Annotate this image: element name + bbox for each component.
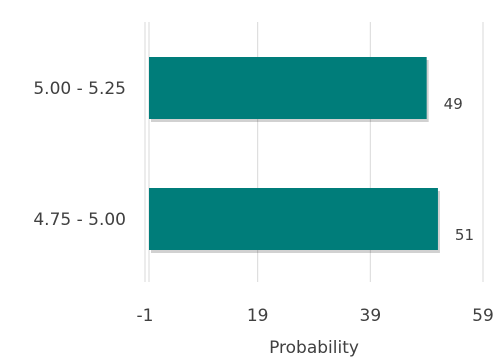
x-tick-label: 59: [472, 306, 494, 326]
bar: [149, 57, 427, 119]
x-axis-title: Probability: [269, 338, 359, 358]
data-label: 49: [444, 95, 463, 113]
x-tick-labels: -1 19 39 59: [137, 306, 494, 326]
bars: [149, 57, 440, 253]
bar: [149, 188, 438, 250]
x-tick-label: 19: [247, 306, 269, 326]
category-labels: 5.00 - 5.25 4.75 - 5.00: [33, 79, 126, 230]
x-tick-label: -1: [137, 306, 154, 326]
x-tick-label: 39: [360, 306, 382, 326]
data-label: 51: [455, 226, 474, 244]
category-label: 4.75 - 5.00: [33, 210, 126, 230]
data-labels: 49 51: [444, 95, 474, 244]
category-label: 5.00 - 5.25: [33, 79, 126, 99]
